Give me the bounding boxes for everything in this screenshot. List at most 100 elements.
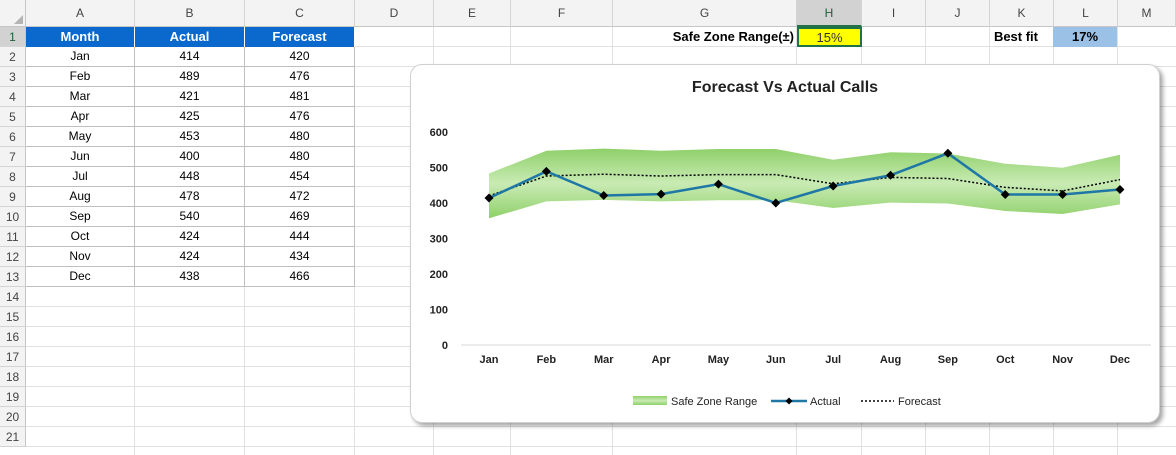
x-tick-label: Jul bbox=[825, 354, 841, 366]
table-cell[interactable]: 480 bbox=[245, 127, 355, 147]
column-header-g[interactable]: G bbox=[613, 0, 797, 27]
x-tick-label: Jun bbox=[766, 354, 786, 366]
select-all-corner[interactable] bbox=[0, 0, 26, 27]
row-header-14[interactable]: 14 bbox=[0, 287, 26, 307]
table-cell[interactable]: Jan bbox=[26, 47, 135, 67]
column-header-k[interactable]: K bbox=[990, 0, 1054, 27]
table-cell[interactable]: Oct bbox=[26, 227, 135, 247]
x-tick-label: Sep bbox=[938, 354, 958, 366]
column-header-d[interactable]: D bbox=[355, 0, 434, 27]
table-cell[interactable]: May bbox=[26, 127, 135, 147]
x-tick-label: Aug bbox=[880, 354, 901, 366]
table-cell[interactable]: 421 bbox=[135, 87, 245, 107]
column-header-b[interactable]: B bbox=[135, 0, 245, 27]
table-cell[interactable]: 425 bbox=[135, 107, 245, 127]
actual-point bbox=[828, 181, 838, 191]
row-header-12[interactable]: 12 bbox=[0, 247, 26, 267]
actual-point bbox=[599, 191, 609, 201]
column-header-c[interactable]: C bbox=[245, 0, 355, 27]
table-header-actual[interactable]: Actual bbox=[135, 27, 245, 47]
table-cell[interactable]: 489 bbox=[135, 67, 245, 87]
row-header-6[interactable]: 6 bbox=[0, 127, 26, 147]
table-cell[interactable]: Nov bbox=[26, 247, 135, 267]
table-cell[interactable]: 478 bbox=[135, 187, 245, 207]
row-gridline bbox=[26, 46, 1176, 47]
column-header-i[interactable]: I bbox=[862, 0, 926, 27]
row-header-4[interactable]: 4 bbox=[0, 87, 26, 107]
table-cell[interactable]: 424 bbox=[135, 247, 245, 267]
forecast-line bbox=[488, 173, 1121, 197]
column-header-a[interactable]: A bbox=[26, 0, 135, 27]
table-cell[interactable]: Dec bbox=[26, 267, 135, 287]
table-cell[interactable]: 480 bbox=[245, 147, 355, 167]
actual-point bbox=[1115, 185, 1125, 195]
table-cell[interactable]: 469 bbox=[245, 207, 355, 227]
table-cell[interactable]: 540 bbox=[135, 207, 245, 227]
legend-label-actual: Actual bbox=[810, 396, 841, 408]
chart-area[interactable]: Forecast Vs Actual Calls 0 100 200 300 400 500… bbox=[410, 64, 1160, 423]
table-cell[interactable]: 438 bbox=[135, 267, 245, 287]
table-header-month[interactable]: Month bbox=[26, 27, 135, 47]
table-cell[interactable]: 481 bbox=[245, 87, 355, 107]
safe-zone-value-cell[interactable]: 15% bbox=[797, 27, 862, 47]
x-tick-label: Apr bbox=[652, 354, 672, 366]
actual-point bbox=[713, 179, 723, 189]
y-tick-label: 100 bbox=[430, 305, 448, 317]
row-header-5[interactable]: 5 bbox=[0, 107, 26, 127]
x-tick-label: Nov bbox=[1052, 354, 1074, 366]
column-header-l[interactable]: L bbox=[1054, 0, 1118, 27]
row-header-21[interactable]: 21 bbox=[0, 427, 26, 447]
table-cell[interactable]: 414 bbox=[135, 47, 245, 67]
table-cell[interactable]: Aug bbox=[26, 187, 135, 207]
table-cell[interactable]: 476 bbox=[245, 67, 355, 87]
row-header-17[interactable]: 17 bbox=[0, 347, 26, 367]
row-header-19[interactable]: 19 bbox=[0, 387, 26, 407]
table-cell[interactable]: 444 bbox=[245, 227, 355, 247]
row-header-7[interactable]: 7 bbox=[0, 147, 26, 167]
row-header-10[interactable]: 10 bbox=[0, 207, 26, 227]
y-tick-label: 600 bbox=[430, 127, 448, 139]
table-header-forecast[interactable]: Forecast bbox=[245, 27, 355, 47]
actual-point bbox=[656, 189, 666, 199]
column-header-e[interactable]: E bbox=[434, 0, 511, 27]
table-cell[interactable]: 400 bbox=[135, 147, 245, 167]
row-header-9[interactable]: 9 bbox=[0, 187, 26, 207]
row-header-11[interactable]: 11 bbox=[0, 227, 26, 247]
column-header-f[interactable]: F bbox=[511, 0, 613, 27]
actual-point bbox=[1058, 189, 1068, 199]
row-header-2[interactable]: 2 bbox=[0, 47, 26, 67]
table-cell[interactable]: 420 bbox=[245, 47, 355, 67]
column-header-m[interactable]: M bbox=[1118, 0, 1176, 27]
row-header-8[interactable]: 8 bbox=[0, 167, 26, 187]
table-cell[interactable]: Feb bbox=[26, 67, 135, 87]
table-cell[interactable]: 453 bbox=[135, 127, 245, 147]
row-header-20[interactable]: 20 bbox=[0, 407, 26, 427]
row-header-15[interactable]: 15 bbox=[0, 307, 26, 327]
table-cell[interactable]: Jul bbox=[26, 167, 135, 187]
actual-point bbox=[943, 148, 953, 158]
table-cell[interactable]: 424 bbox=[135, 227, 245, 247]
legend-label-safe-zone: Safe Zone Range bbox=[671, 396, 757, 408]
row-header-16[interactable]: 16 bbox=[0, 327, 26, 347]
chart-svg: Forecast Vs Actual Calls 0 100 200 300 400 500… bbox=[430, 79, 1151, 408]
row-header-3[interactable]: 3 bbox=[0, 67, 26, 87]
column-header-h[interactable]: H bbox=[797, 0, 862, 27]
table-cell[interactable]: 476 bbox=[245, 107, 355, 127]
table-cell[interactable]: 454 bbox=[245, 167, 355, 187]
table-cell[interactable]: Apr bbox=[26, 107, 135, 127]
table-cell[interactable]: 434 bbox=[245, 247, 355, 267]
x-tick-label: Jan bbox=[480, 354, 499, 366]
table-cell[interactable]: Mar bbox=[26, 87, 135, 107]
column-header-j[interactable]: J bbox=[926, 0, 990, 27]
table-cell[interactable]: 472 bbox=[245, 187, 355, 207]
legend-marker-actual bbox=[785, 397, 793, 405]
table-cell[interactable]: 448 bbox=[135, 167, 245, 187]
table-cell[interactable]: Sep bbox=[26, 207, 135, 227]
row-header-18[interactable]: 18 bbox=[0, 367, 26, 387]
best-fit-value-cell[interactable]: 17% bbox=[1053, 27, 1117, 47]
table-cell[interactable]: Jun bbox=[26, 147, 135, 167]
row-header-13[interactable]: 13 bbox=[0, 267, 26, 287]
row-header-1[interactable]: 1 bbox=[0, 27, 26, 47]
safe-zone-label: Safe Zone Range(±) bbox=[672, 29, 794, 44]
table-cell[interactable]: 466 bbox=[245, 267, 355, 287]
